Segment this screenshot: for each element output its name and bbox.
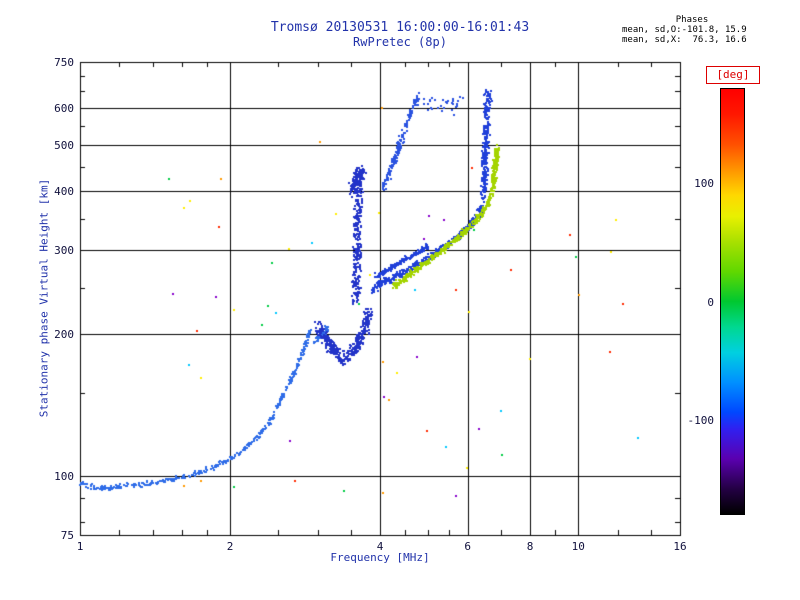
y-tick-label: 600: [54, 101, 74, 115]
phases-o-mode-stats: mean, sd,O:-101.8, 15.9: [622, 25, 747, 35]
y-axis-label: Stationary phase Virtual Height [km]: [37, 178, 51, 418]
y-tick-label: 400: [54, 185, 74, 199]
y-tick-label: 75: [60, 529, 74, 542]
colorbar-tick-label: 100: [694, 176, 714, 190]
y-tick-label: 100: [54, 469, 74, 483]
y-tick-label: 500: [54, 139, 74, 153]
x-tick-label: 6: [464, 540, 472, 553]
x-tick-label: 2: [226, 540, 234, 553]
colorbar-tick-label: -100: [687, 414, 715, 428]
x-tick-label: 16: [673, 540, 687, 553]
phases-stats-block: Phases mean, sd,O:-101.8, 15.9 mean, sd,…: [612, 15, 772, 45]
phases-x-mode-stats: mean, sd,X: 76.3, 16.6: [622, 35, 747, 45]
y-tick-label: 300: [54, 244, 74, 258]
plot-title: Tromsø 20130531 16:00:00-16:01:43: [270, 20, 530, 35]
x-tick-label: 10: [571, 540, 585, 553]
y-tick-label: 200: [54, 327, 74, 341]
colorbar-tick-label: 0: [707, 295, 714, 309]
phases-heading: Phases: [675, 15, 709, 25]
colorbar-units-label: [deg]: [706, 66, 760, 84]
phase-colorbar: [720, 88, 745, 515]
x-tick-label: 4: [376, 540, 384, 553]
x-axis-label: Frequency [MHz]: [330, 551, 430, 564]
y-tick-label: 750: [54, 56, 74, 69]
plot-subtitle: RwPretec (8p): [353, 35, 447, 49]
x-tick-label: 8: [526, 540, 534, 553]
x-tick-label: 1: [76, 540, 84, 553]
